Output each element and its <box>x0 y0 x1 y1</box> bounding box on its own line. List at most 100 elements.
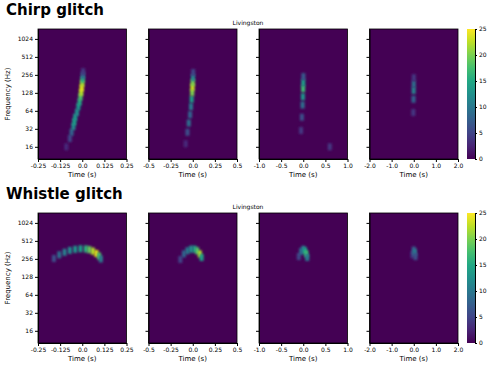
y-tick-mark <box>367 259 370 260</box>
cell <box>299 127 303 134</box>
x-tick-label: 0.25 <box>120 162 134 169</box>
cell <box>84 245 88 252</box>
panel-row: Whistle glitchLivingston-0.25-0.1250.00.… <box>4 185 487 363</box>
y-tick <box>367 75 370 76</box>
y-tick <box>146 111 149 112</box>
x-tick: 0.0 <box>409 159 419 169</box>
x-tick: -0.5 <box>276 343 288 353</box>
y-tick: 1024 <box>18 219 38 226</box>
x-axis-title: Time (s) <box>288 171 318 179</box>
plot-frame <box>38 213 127 343</box>
y-tick <box>367 147 370 148</box>
y-tick-mark <box>35 57 38 58</box>
y-tick: 256 <box>22 255 38 262</box>
x-tick: -0.125 <box>51 159 71 169</box>
y-tick <box>256 147 259 148</box>
x-tick-label: 0.25 <box>209 346 223 353</box>
y-tick <box>256 277 259 278</box>
x-tick-label: -0.125 <box>51 346 71 353</box>
colorbar: 0510152025 <box>467 25 487 162</box>
x-tick-label: -0.5 <box>276 346 288 353</box>
y-tick-mark <box>35 147 38 148</box>
colorbar-tick: 20 <box>475 235 487 242</box>
x-tick-label: 0.0 <box>78 346 88 353</box>
x-tick-label: -1.0 <box>254 346 266 353</box>
y-tick: 256 <box>22 71 38 78</box>
y-tick-mark <box>256 111 259 112</box>
x-tick-label: 0.125 <box>96 346 113 353</box>
panel: -0.25-0.1250.00.1250.2516326412825651210… <box>4 213 134 363</box>
cell <box>301 73 305 80</box>
y-tick <box>367 129 370 130</box>
y-tick-mark <box>146 295 149 296</box>
panel: -0.5-0.250.00.250.5Time (s) <box>143 29 242 179</box>
x-tick-label: 0.0 <box>299 346 309 353</box>
x-tick-label: -0.5 <box>143 162 155 169</box>
plot-background <box>38 213 127 343</box>
x-tick: 0.0 <box>299 343 309 353</box>
cell <box>184 140 188 147</box>
cell <box>412 96 416 103</box>
colorbar-tick-label: 25 <box>479 209 487 216</box>
y-tick-mark <box>367 57 370 58</box>
colorbar: 0510152025 <box>467 209 487 346</box>
y-tick-mark <box>256 241 259 242</box>
x-tick-label: -1.0 <box>386 162 398 169</box>
cell <box>68 135 72 142</box>
cell <box>188 111 192 118</box>
y-tick: 32 <box>25 309 38 316</box>
x-tick-label: 1.0 <box>343 346 353 353</box>
y-tick-mark <box>35 93 38 94</box>
y-tick-label: 32 <box>25 309 33 316</box>
colorbar-tick-label: 25 <box>479 25 487 32</box>
colorbar-tick-mark <box>475 107 477 108</box>
colorbar-tick-mark <box>475 317 477 318</box>
x-tick: 1.0 <box>432 159 442 169</box>
y-tick <box>367 111 370 112</box>
x-tick: 0.0 <box>78 159 88 169</box>
y-tick-mark <box>146 241 149 242</box>
colorbar-tick-label: 15 <box>479 261 487 268</box>
x-tick: 0.0 <box>409 343 419 353</box>
colorbar-tick-mark <box>475 55 477 56</box>
x-tick-label: -1.0 <box>254 162 266 169</box>
colorbar-tick-mark <box>475 159 477 160</box>
x-tick: 0.25 <box>209 159 223 169</box>
cell <box>305 254 309 261</box>
x-tick: -0.25 <box>163 343 179 353</box>
cell <box>191 69 195 76</box>
y-tick-mark <box>256 277 259 278</box>
colorbar-tick-label: 0 <box>479 339 483 346</box>
y-tick-mark <box>35 39 38 40</box>
y-tick-mark <box>256 39 259 40</box>
x-tick: 0.0 <box>188 159 198 169</box>
x-tick: -0.125 <box>51 343 71 353</box>
cell <box>91 248 95 255</box>
y-tick-mark <box>367 223 370 224</box>
y-tick: 1024 <box>18 35 38 42</box>
x-tick-label: 0.0 <box>409 346 419 353</box>
colorbar-axis: 0510152025 <box>475 209 487 346</box>
y-tick-mark <box>256 259 259 260</box>
colorbar-tick: 25 <box>475 209 487 216</box>
x-tick: -0.25 <box>31 343 47 353</box>
y-tick <box>146 331 149 332</box>
y-axis: 1632641282565121024 <box>18 30 39 160</box>
x-tick: 0.5 <box>321 159 331 169</box>
cells <box>64 68 85 150</box>
y-tick: 16 <box>25 143 38 150</box>
x-tick: -0.25 <box>163 159 179 169</box>
y-tick <box>146 277 149 278</box>
colorbar-tick-mark <box>475 213 477 214</box>
x-tick: 1.0 <box>343 159 353 169</box>
y-tick <box>146 259 149 260</box>
colorbar-tick: 10 <box>475 103 487 110</box>
y-tick <box>367 259 370 260</box>
x-tick-label: -0.25 <box>163 162 179 169</box>
y-axis: 1632641282565121024 <box>18 214 39 344</box>
y-tick <box>367 93 370 94</box>
y-tick-label: 1024 <box>18 219 33 226</box>
y-tick-mark <box>256 129 259 130</box>
y-tick <box>256 313 259 314</box>
x-tick: 0.25 <box>120 159 134 169</box>
